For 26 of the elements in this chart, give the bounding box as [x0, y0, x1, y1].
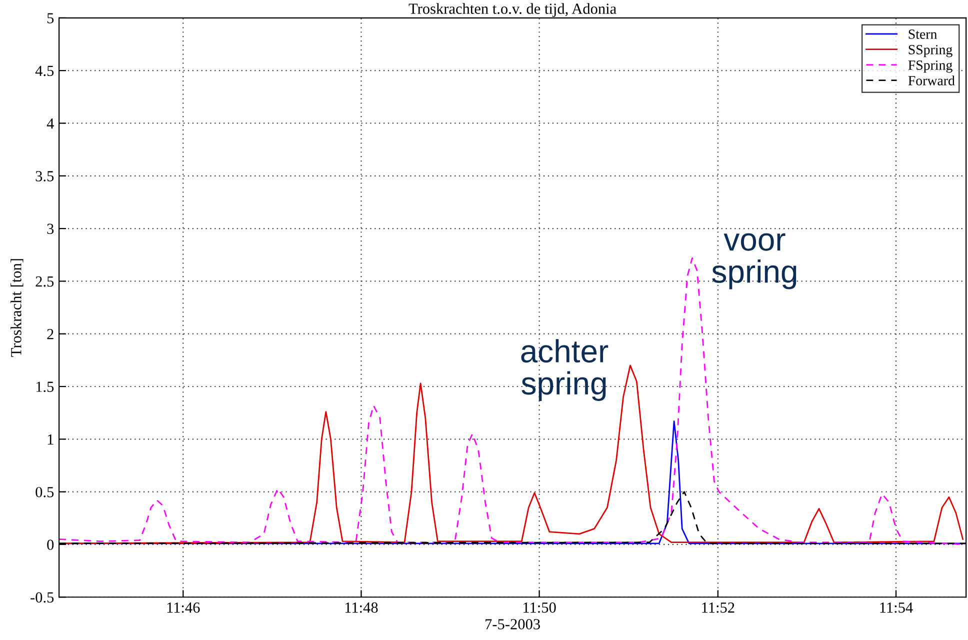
y-tick-label: 3 — [47, 224, 54, 234]
y-tick-label: 0.5 — [36, 486, 54, 498]
x-axis-title: 7-5-2003 — [486, 619, 540, 630]
y-tick-label: 5 — [47, 13, 54, 24]
y-tick-label: 4 — [46, 118, 54, 129]
x-tick-label: 11:50 — [524, 602, 556, 613]
x-tick-label: 11:48 — [345, 602, 378, 613]
y-tick-label: 1 — [48, 434, 54, 444]
y-tick-label: 3.5 — [36, 171, 54, 182]
annotation: achter spring — [521, 339, 608, 402]
y-tick-label: 2 — [47, 329, 54, 340]
y-tick-label: 2.5 — [36, 276, 54, 287]
legend-label: FSpring — [908, 60, 952, 73]
annotation: voor spring — [712, 233, 796, 290]
y-tick-label: 4.5 — [35, 66, 54, 76]
y-tick-label: -0.5 — [30, 592, 54, 603]
x-tick-label: 11:52 — [702, 602, 734, 613]
x-tick-label: 11:46 — [167, 602, 200, 613]
y-tick-label: 0 — [47, 540, 54, 550]
x-tick-label: 11:54 — [880, 602, 913, 613]
y-axis-title: Troskracht [ton] — [10, 259, 24, 357]
legend-label: Forward — [908, 76, 955, 86]
y-tick-label: 1.5 — [36, 382, 54, 392]
legend-label: Stern — [908, 30, 937, 39]
chart-title: Troskrachten t.o.v. de tijd, Adonia — [408, 3, 616, 18]
legend-label: SSpring — [908, 45, 952, 58]
